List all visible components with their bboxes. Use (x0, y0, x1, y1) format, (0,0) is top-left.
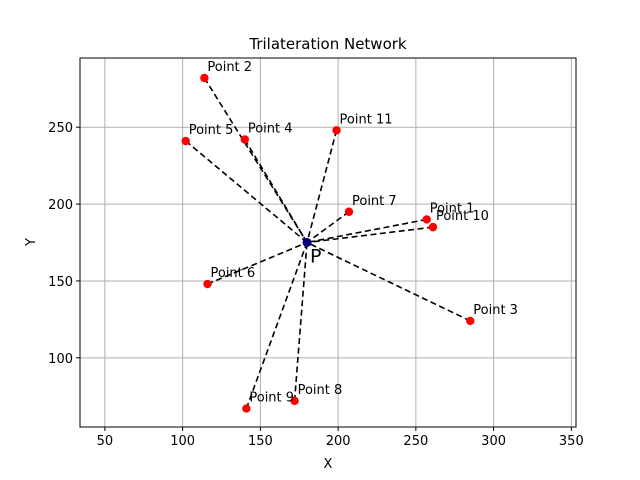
survey-point-label: Point 9 (249, 391, 294, 406)
survey-point-label: Point 10 (436, 209, 489, 224)
connection-line (245, 242, 308, 409)
survey-point-label: Point 6 (210, 266, 255, 281)
x-tick-label: 100 (170, 434, 195, 449)
x-axis-title: X (324, 457, 333, 472)
survey-point-label: Point 8 (298, 383, 343, 398)
survey-point-label: Point 4 (248, 121, 293, 136)
y-tick-label: 150 (48, 275, 73, 290)
survey-point-marker (332, 126, 341, 135)
y-tick-label: 250 (48, 121, 73, 136)
survey-point-marker (203, 279, 212, 289)
x-tick-label: 150 (248, 434, 273, 449)
connection-lines (185, 77, 471, 409)
survey-point-marker (240, 135, 250, 144)
connection-line (306, 130, 338, 243)
y-tick-label: 200 (48, 198, 73, 213)
survey-point-label: Point 11 (340, 112, 393, 127)
x-tick-label: 250 (403, 434, 428, 449)
y-tick-label: 100 (48, 352, 73, 367)
plot-frame (79, 57, 577, 428)
x-tick-label: 50 (97, 434, 114, 449)
connection-line (207, 241, 308, 285)
survey-point-marker (242, 404, 251, 413)
survey-point-marker (344, 207, 354, 216)
grid (80, 58, 576, 427)
connection-line (306, 241, 471, 322)
survey-point-label: Point 5 (189, 123, 234, 138)
survey-point-label: Point 2 (207, 60, 252, 75)
survey-point-label: Point 1 (430, 201, 475, 216)
survey-point-marker (181, 136, 190, 146)
survey-point-label: Point 3 (473, 303, 518, 318)
connection-line (306, 218, 427, 244)
center-point-label: P (310, 246, 321, 268)
connection-line (293, 242, 308, 401)
survey-point-marker (290, 396, 299, 406)
x-tick-label: 200 (326, 434, 351, 449)
connection-line (306, 226, 434, 244)
x-tick-label: 350 (559, 434, 584, 449)
center-point-marker (302, 238, 312, 247)
survey-points: Point 1 Point 2 Point 3 Point 4 Point 5 Point… (181, 60, 518, 413)
chart-title: Trilateration Network (248, 35, 407, 53)
y-axis-title: Y (24, 238, 39, 247)
axis-ticks: 50 100 150 200 250 300 350 100 150 200 250 (48, 121, 584, 449)
survey-point-marker (466, 316, 475, 326)
x-tick-label: 300 (481, 434, 506, 449)
connection-line (244, 139, 308, 243)
survey-point-label: Point 7 (352, 194, 397, 209)
survey-point-marker (422, 215, 431, 224)
connection-line (306, 211, 350, 244)
survey-point-marker (200, 73, 209, 83)
connection-line (185, 140, 308, 244)
survey-point-marker (428, 222, 438, 232)
